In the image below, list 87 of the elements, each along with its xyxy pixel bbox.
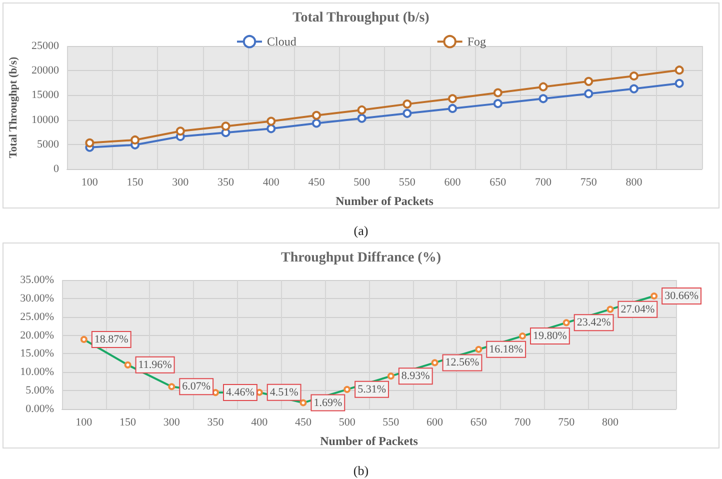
x-tick-label: 300 (163, 416, 180, 428)
data-label: 18.87% (94, 333, 128, 346)
point (266, 116, 276, 126)
x-tick-label: 600 (444, 176, 462, 188)
x-tick-label: 650 (470, 416, 488, 428)
data-label: 23.42% (576, 316, 611, 329)
data-label: 19.80% (533, 330, 567, 342)
y-tick-label: 0 (54, 163, 60, 175)
y-tick-label: 5000 (37, 138, 60, 150)
point (402, 108, 412, 118)
x-tick-label: 750 (580, 176, 598, 188)
data-label: 11.96% (138, 358, 172, 371)
y-tick-label: 20.00% (20, 329, 54, 342)
x-tick-label: 350 (218, 176, 234, 188)
point (312, 118, 321, 128)
point (538, 82, 548, 92)
y-tick-label: 25.00% (20, 310, 54, 323)
x-tick-label: 700 (535, 176, 552, 188)
data-label: 4.46% (226, 386, 254, 399)
point (357, 105, 366, 114)
point (402, 100, 412, 109)
point (130, 135, 140, 144)
data-label: 27.04% (620, 303, 655, 316)
point (629, 84, 638, 94)
point (448, 104, 458, 113)
point (584, 89, 594, 98)
data-label: 30.66% (664, 290, 698, 302)
text: (a) (354, 223, 368, 238)
x-tick-label: 400 (262, 176, 280, 188)
legend-label: Fog (467, 34, 486, 49)
y-tick-label: 25000 (32, 40, 60, 52)
x-tick-label: 800 (626, 176, 643, 188)
point (357, 114, 366, 123)
point (85, 138, 94, 148)
y-tick-label: 30.00% (20, 292, 54, 304)
data-label: 12.56% (445, 356, 480, 369)
x-tick-label: 150 (120, 416, 137, 428)
y-tick-label: 15.00% (20, 348, 54, 360)
x-tick-label: 750 (558, 416, 576, 428)
data-label: 5.31% (358, 383, 386, 396)
x-axis-title: Number of Packets (320, 434, 418, 448)
data-label: 1.69% (314, 396, 342, 409)
x-tick-label: 350 (207, 416, 224, 428)
y-tick-label: 10000 (32, 114, 60, 126)
x-tick-label: 400 (251, 416, 268, 428)
x-tick-label: 500 (354, 176, 371, 188)
x-tick-label: 550 (398, 176, 416, 188)
point (493, 99, 502, 108)
point (674, 78, 684, 88)
x-tick-label: 100 (76, 416, 93, 428)
x-tick-label: 650 (490, 176, 507, 188)
y-tick-label: 5.00% (26, 384, 54, 397)
legend-label: Cloud (266, 34, 296, 49)
y-tick-label: 20000 (32, 64, 60, 77)
x-tick-label: 550 (382, 416, 400, 428)
data-label: 8.93% (401, 370, 430, 382)
y-tick-label: 10.00% (20, 366, 54, 378)
y-axis-title: Total Throughpt (b/s) (8, 56, 20, 158)
point (538, 94, 548, 104)
x-tick-label: 800 (602, 416, 619, 428)
x-tick-label: 450 (308, 176, 326, 188)
text: (b) (353, 463, 369, 478)
point (266, 124, 276, 134)
x-tick-label: 450 (294, 416, 312, 428)
x-axis-title: Number of Packets (336, 194, 434, 208)
point (312, 110, 321, 120)
data-label: 16.18% (489, 343, 524, 356)
x-tick-label: 600 (426, 416, 444, 428)
x-tick-label: 150 (126, 176, 144, 188)
point (493, 88, 502, 98)
point (221, 122, 230, 131)
data-label: 4.51% (270, 386, 298, 398)
x-tick-label: 500 (338, 416, 356, 428)
point (448, 94, 458, 104)
x-tick-label: 100 (81, 176, 98, 188)
point (176, 126, 185, 136)
data-label: 6.07% (182, 380, 211, 393)
y-tick-label: 15000 (32, 89, 60, 102)
x-tick-label: 700 (514, 416, 532, 428)
y-tick-label: 35.00% (20, 274, 54, 286)
y-tick-label: 0.00% (26, 403, 54, 415)
point (629, 72, 638, 81)
x-tick-label: 300 (172, 176, 190, 188)
chart-title: Total Throughput (b/s) (292, 10, 430, 26)
point (674, 66, 684, 75)
chart-title: Throughput Diffrance (%) (281, 250, 442, 266)
point (584, 76, 594, 86)
